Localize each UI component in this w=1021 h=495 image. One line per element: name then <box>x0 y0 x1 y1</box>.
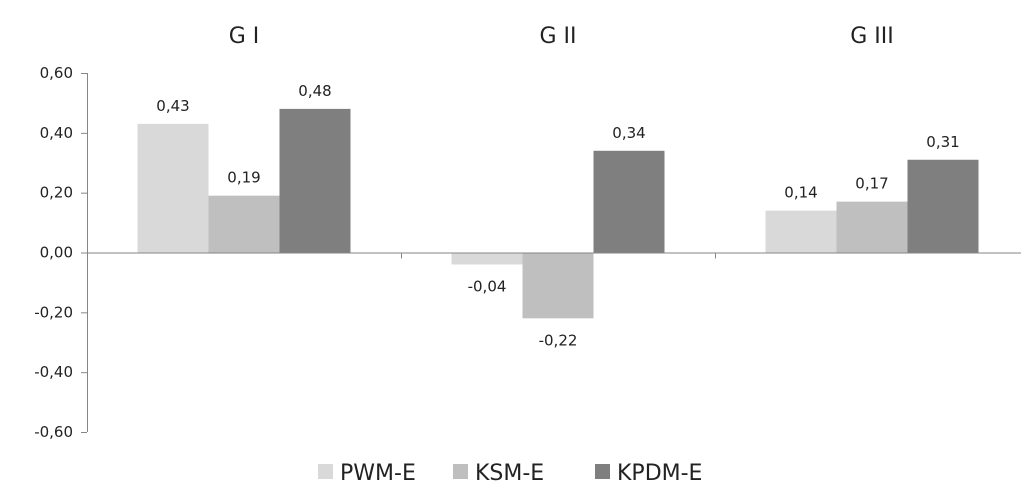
y-tick-label: -0,20 <box>34 303 73 321</box>
legend-label-kpdm-e: KPDM-E <box>617 461 702 486</box>
y-tick-label: 0,00 <box>40 244 73 262</box>
y-tick-label: -0,40 <box>34 363 73 381</box>
legend-label-pwm-e: PWM-E <box>340 461 416 486</box>
bar-pwm-e-3 <box>765 210 837 253</box>
y-tick-label: -0,60 <box>34 423 73 441</box>
bar-ksm-e-2 <box>522 252 594 319</box>
bar-pwm-e-2 <box>451 252 523 265</box>
bar-ksm-e-1 <box>208 195 280 253</box>
legend-label-ksm-e: KSM-E <box>475 461 544 486</box>
data-label: 0,19 <box>227 169 260 187</box>
y-tick-label: 0,40 <box>40 124 73 142</box>
data-label: 0,43 <box>156 97 189 115</box>
legend-swatch-kpdm-e <box>595 464 610 479</box>
data-label: 0,48 <box>298 82 331 100</box>
category-label: G II <box>539 24 576 49</box>
data-label: 0,14 <box>784 184 817 202</box>
category-label: G I <box>229 24 260 49</box>
category-label: G III <box>850 24 894 49</box>
data-label: 0,17 <box>855 175 888 193</box>
axes-layer <box>81 73 1021 433</box>
data-label: 0,31 <box>926 133 959 151</box>
legend-swatch-ksm-e <box>453 464 468 479</box>
bar-pwm-e-1 <box>137 123 209 253</box>
bar-kpdm-e-1 <box>279 108 351 253</box>
legend-swatch-pwm-e <box>318 464 333 479</box>
labels-layer: 0,43 0,19 0,48 G I -0,04 -0,22 0,34 G II 0,14 0,1… <box>34 24 960 441</box>
y-tick-label: 0,60 <box>40 64 73 82</box>
bars-layer <box>137 108 979 319</box>
data-label: -0,04 <box>468 277 507 295</box>
data-label: -0,22 <box>539 331 578 349</box>
legend: PWM-E KSM-E KPDM-E <box>318 461 702 486</box>
bar-ksm-e-3 <box>836 201 908 253</box>
bar-kpdm-e-3 <box>907 159 979 253</box>
data-label: 0,34 <box>612 124 645 142</box>
bar-kpdm-e-2 <box>593 150 665 253</box>
y-tick-label: 0,20 <box>40 184 73 202</box>
